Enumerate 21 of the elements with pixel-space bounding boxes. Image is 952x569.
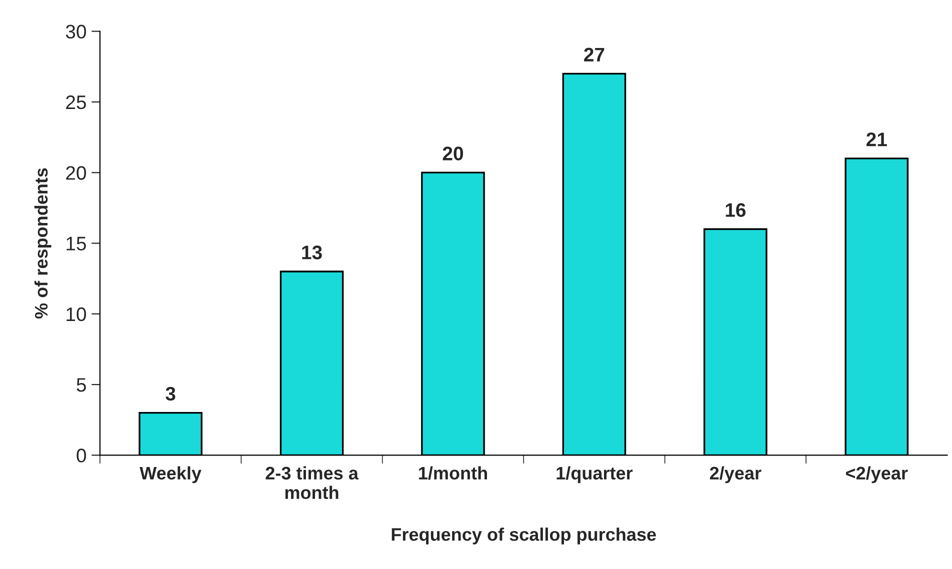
y-tick-label: 30 <box>66 24 86 39</box>
x-tick-label: 1/month <box>419 466 487 480</box>
x-tick-label: 2-3 times a month <box>266 466 359 500</box>
y-tick-label: 15 <box>66 236 86 250</box>
y-tick-label: 5 <box>76 378 86 392</box>
x-tick-label: 2/year <box>710 466 762 484</box>
data-label: 3 <box>166 386 176 401</box>
x-tick-label: Weekly <box>140 466 202 484</box>
y-tick-label: 25 <box>66 95 86 110</box>
x-tick-label: 1/quarter <box>556 466 633 484</box>
x-tick-label: <2/year <box>846 466 908 484</box>
data-label: 13 <box>302 246 322 260</box>
data-label: 16 <box>726 203 746 217</box>
data-label: 21 <box>866 132 887 146</box>
data-label: 27 <box>584 48 604 62</box>
y-tick-label: 0 <box>76 448 86 462</box>
x-axis-title: Frequency of scallop purchase <box>392 528 656 544</box>
y-tick-label: 20 <box>66 166 86 180</box>
y-axis-title: % of respondents <box>34 168 52 319</box>
data-label: 20 <box>442 146 464 160</box>
y-tick-label: 10 <box>66 307 86 322</box>
